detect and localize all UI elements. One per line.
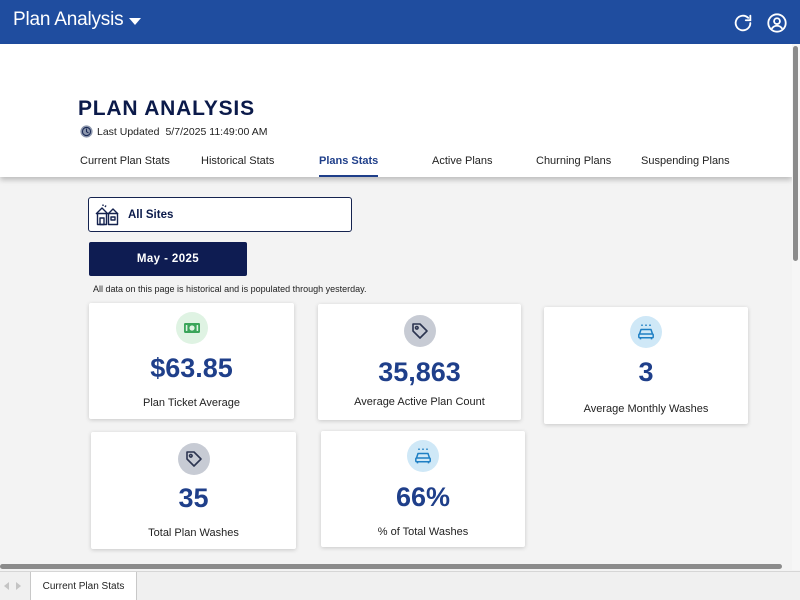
card-label: Average Monthly Washes (583, 403, 709, 415)
car-wash-icon (630, 316, 662, 348)
tab-active-plans[interactable]: Active Plans (432, 155, 493, 167)
history-clock-icon (80, 125, 93, 138)
card-value: 66% (395, 482, 451, 512)
money-icon (175, 312, 208, 344)
car-wash-icon (407, 440, 439, 472)
tab-bar: Current Plan Stats Historical Stats Plan… (0, 155, 792, 177)
refresh-icon[interactable] (732, 12, 754, 34)
last-updated-label: Last Updated (97, 125, 160, 138)
month-selector-button[interactable]: May - 2025 (89, 242, 247, 276)
last-updated-value: 5/7/2025 11:49:00 AM (165, 125, 268, 138)
site-selector[interactable]: All Sites (88, 197, 352, 232)
site-building-icon (94, 203, 120, 227)
card-label: Plan Ticket Average (142, 397, 241, 409)
tab-churning-plans[interactable]: Churning Plans (536, 155, 612, 167)
last-updated: Last Updated 5/7/2025 11:49:00 AM (80, 125, 267, 138)
vertical-scrollbar[interactable] (793, 46, 798, 261)
card-value: 35 (178, 483, 209, 513)
caret-down-icon (129, 17, 142, 25)
site-selector-label: All Sites (128, 208, 174, 221)
vertical-scrollbar-track (792, 44, 800, 570)
card-label: Average Active Plan Count (354, 396, 485, 408)
chevron-left-icon[interactable] (4, 582, 9, 590)
card-plan-ticket-average: $63.85 Plan Ticket Average (89, 303, 294, 419)
tab-plans-stats[interactable]: Plans Stats (319, 155, 379, 177)
header-panel: PLAN ANALYSIS Last Updated 5/7/2025 11:4… (0, 44, 792, 177)
card-label: % of Total Washes (377, 526, 469, 538)
tab-current-plan-stats[interactable]: Current Plan Stats (80, 155, 170, 167)
sheet-tab-current-plan-stats[interactable]: Current Plan Stats (30, 572, 137, 600)
sheet-tab-bar: Current Plan Stats (0, 571, 800, 600)
tag-icon (177, 443, 210, 475)
card-average-active-plan-count: 35,863 Average Active Plan Count (318, 304, 521, 420)
horizontal-scrollbar[interactable] (0, 564, 782, 569)
app-title: Plan Analysis (13, 9, 124, 30)
card-value: 35,863 (378, 357, 461, 387)
card-value: 3 (638, 357, 654, 387)
card-total-plan-washes: 35 Total Plan Washes (91, 432, 296, 549)
account-icon[interactable] (766, 12, 788, 34)
page-title: PLAN ANALYSIS (78, 97, 255, 120)
historical-data-note: All data on this page is historical and … (93, 284, 367, 294)
chevron-right-icon[interactable] (16, 582, 21, 590)
card-percent-of-total-washes: 66% % of Total Washes (321, 431, 525, 547)
tab-historical-stats[interactable]: Historical Stats (201, 155, 275, 167)
app-title-dropdown[interactable]: Plan Analysis (13, 9, 142, 31)
tag-icon (403, 315, 436, 347)
card-value: $63.85 (150, 353, 233, 383)
app-bar: Plan Analysis (0, 0, 800, 44)
card-label: Total Plan Washes (148, 527, 239, 539)
card-average-monthly-washes: 3 Average Monthly Washes (544, 307, 748, 424)
tab-suspending-plans[interactable]: Suspending Plans (641, 155, 730, 167)
